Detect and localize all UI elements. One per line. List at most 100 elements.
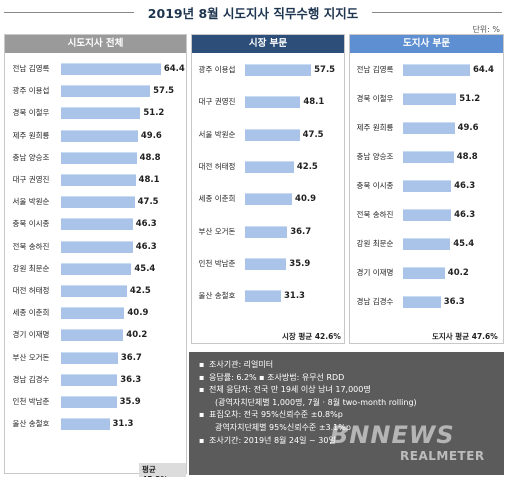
- category-label: 경남 김경수: [12, 374, 50, 384]
- bar: [403, 267, 445, 279]
- value-label: 40.2: [126, 330, 148, 341]
- category-label: 울산 송철호: [198, 291, 236, 301]
- value-label: 47.5: [137, 197, 159, 208]
- category-label: 경북 이철우: [356, 94, 394, 103]
- bar: [245, 290, 281, 303]
- overall-bar-row: 경북 이철우 51.2: [5, 106, 186, 120]
- survey-info-item: ▪ 조사기관: 리얼미터: [199, 359, 496, 372]
- value-label: 46.3: [454, 181, 476, 191]
- panel-overall: 시도지사 전체 전남 김영록 64.4 광주 이용섭 57.5 경북 이철우 51.2 제주…: [4, 34, 187, 477]
- title-rule-left: [4, 12, 134, 13]
- category-label: 전북 송하진: [356, 210, 394, 219]
- survey-info-item: ▪ 표집오차: 전국 95%신뢰수준 ±0.8%p: [199, 409, 496, 422]
- overall-bar-row: 경기 이재명 40.2: [5, 328, 186, 342]
- survey-info-text: 전체 응답자: 전국 만 19세 이상 남녀 17,000명: [209, 385, 371, 395]
- bar: [61, 196, 135, 209]
- survey-info-item: ▪ 응답률: 6.2% ▪ 조사방법: 유무선 RDD: [199, 372, 496, 385]
- category-label: 경기 이재명: [356, 268, 394, 277]
- value-label: 40.2: [447, 268, 469, 278]
- survey-info-text: 조사기관: 리얼미터: [209, 360, 274, 369]
- category-label: 대전 허태정: [12, 286, 50, 295]
- value-label: 64.4: [163, 64, 185, 74]
- mayor-bar-row: 인천 박남춘 35.9: [192, 257, 344, 271]
- category-label: 충남 양승조: [356, 152, 394, 161]
- overall-bar-row: 충북 이시종 46.3: [5, 217, 186, 231]
- bar: [403, 238, 451, 250]
- value-label: 36.3: [120, 374, 142, 385]
- category-label: 경기 이재명: [12, 330, 50, 340]
- overall-average-label: 평균 45.2%: [139, 463, 186, 477]
- category-label: 인천 박남춘: [12, 397, 50, 406]
- category-label: 부산 오거돈: [12, 352, 50, 362]
- bar: [61, 351, 118, 364]
- bullet-icon: ▪: [199, 410, 205, 420]
- bar: [245, 64, 312, 76]
- category-label: 제주 원희룡: [12, 130, 50, 140]
- bar: [61, 418, 110, 431]
- mayor-bar-row: 부산 오거돈 36.7: [192, 225, 344, 239]
- watermark-bnnews: BNNEWS: [330, 421, 455, 449]
- category-label: 경북 이철우: [12, 108, 50, 118]
- overall-bar-row: 광주 이용섭 57.5: [5, 84, 186, 98]
- category-label: 대구 권영진: [198, 97, 236, 107]
- bar: [245, 96, 301, 109]
- bar: [245, 225, 288, 238]
- bar: [61, 174, 136, 186]
- category-label: 강원 최문순: [12, 263, 50, 273]
- category-label: 전남 김영록: [356, 65, 394, 74]
- value-label: 36.7: [290, 226, 312, 237]
- value-label: 45.4: [134, 263, 156, 274]
- value-label: 42.5: [129, 286, 151, 296]
- survey-info-text: (광역자치단체별 1,000명, 7월 · 8월 two-month rolli…: [215, 397, 417, 407]
- value-label: 40.9: [127, 308, 149, 319]
- value-label: 36.3: [443, 297, 465, 307]
- category-label: 전남 김영록: [12, 64, 50, 73]
- value-label: 48.1: [138, 175, 160, 185]
- governor-bar-row: 제주 원희룡 49.6: [350, 121, 503, 135]
- bullet-icon: ▪: [199, 385, 205, 395]
- bar: [61, 218, 133, 231]
- page-title: 2019년 8월 시도지사 직무수행 지지도: [147, 6, 359, 21]
- overall-bar-row: 서울 박원순 47.5: [5, 195, 186, 209]
- overall-bar-row: 대구 권영진 48.1: [5, 173, 186, 187]
- overall-bar-row: 충남 양승조 48.8: [5, 151, 186, 165]
- governor-bar-row: 경북 이철우 51.2: [350, 92, 503, 106]
- overall-bar-row: 전남 김영록 64.4: [5, 62, 186, 76]
- bar: [61, 329, 124, 342]
- value-label: 31.3: [112, 419, 134, 430]
- value-label: 48.1: [303, 97, 325, 108]
- category-label: 충남 양승조: [12, 152, 50, 162]
- value-label: 49.6: [140, 130, 162, 141]
- survey-info-item: 광역자치단체별 95%신뢰수준 ±3.1%p: [199, 422, 496, 435]
- value-label: 46.3: [454, 210, 476, 220]
- governor-bar-row: 충북 이시종 46.3: [350, 179, 503, 193]
- overall-bar-row: 강원 최문순 45.4: [5, 262, 186, 276]
- value-label: 47.5: [302, 129, 324, 140]
- panel-mayor: 시장 부문 광주 이용섭 57.5 대구 권영진 48.1 서울 박원순 47.5 대전 허…: [191, 34, 345, 344]
- value-label: 42.5: [296, 161, 318, 172]
- category-label: 제주 원희룡: [356, 123, 394, 132]
- bar: [403, 209, 452, 221]
- title-bar: 2019년 8월 시도지사 직무수행 지지도: [0, 0, 506, 26]
- value-label: 36.7: [120, 352, 142, 363]
- bar: [61, 107, 141, 120]
- bar: [245, 128, 300, 141]
- value-label: 40.9: [295, 194, 317, 205]
- bar: [61, 307, 125, 320]
- governor-bar-row: 충남 양승조 48.8: [350, 150, 503, 164]
- bar: [61, 262, 132, 275]
- mayor-bar-row: 세종 이춘희 40.9: [192, 192, 344, 206]
- category-label: 울산 송철호: [12, 419, 50, 429]
- bar: [61, 285, 127, 297]
- category-label: 광주 이용섭: [12, 86, 50, 96]
- overall-bar-row: 부산 오거돈 36.7: [5, 351, 186, 365]
- bar: [61, 373, 118, 386]
- panel-overall-header: 시도지사 전체: [5, 35, 186, 53]
- mayor-bar-row: 광주 이용섭 57.5: [192, 63, 344, 77]
- bar: [403, 151, 454, 163]
- value-label: 48.8: [139, 152, 161, 163]
- value-label: 45.4: [453, 239, 475, 249]
- survey-info-text: 광역자치단체별 95%신뢰수준 ±3.1%p: [215, 422, 351, 432]
- overall-bar-row: 제주 원희룡 49.6: [5, 129, 186, 143]
- category-label: 강원 최문순: [356, 239, 394, 248]
